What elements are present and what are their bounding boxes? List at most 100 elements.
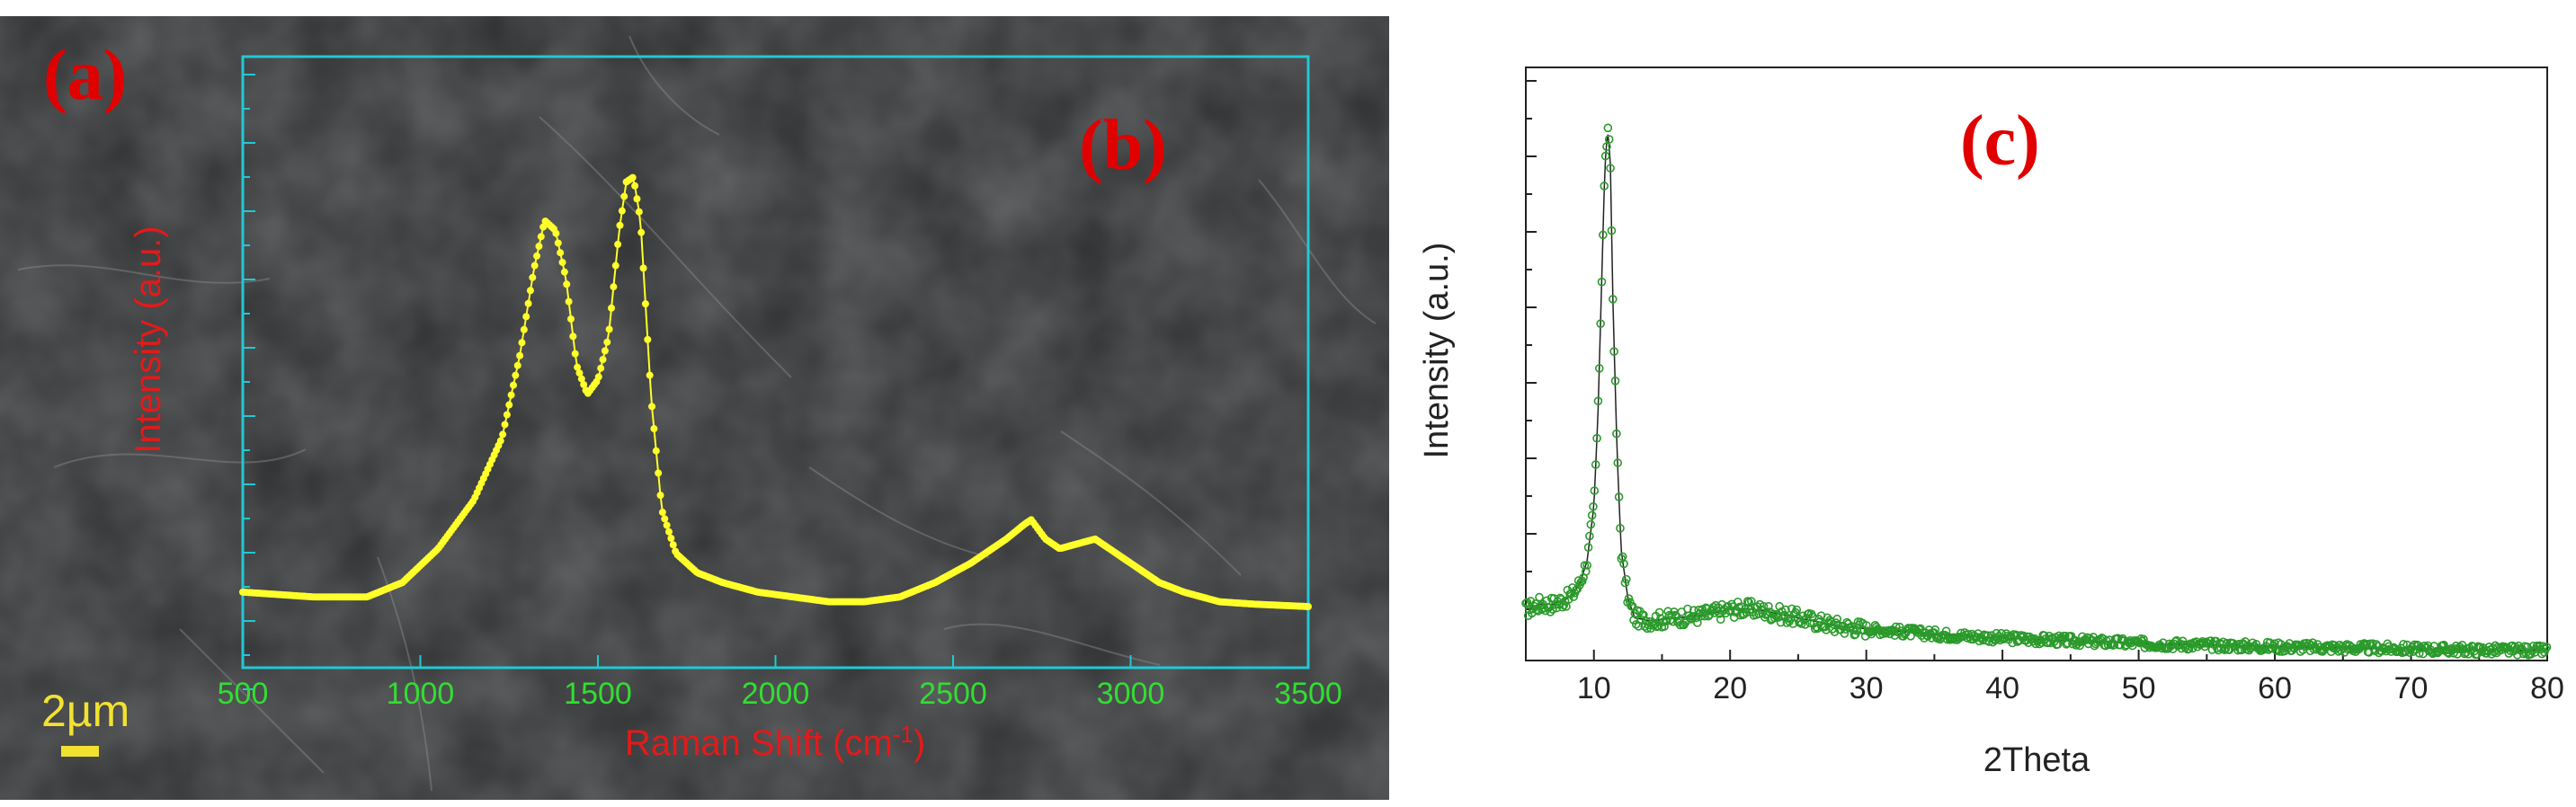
xrd-point: [1599, 230, 1608, 240]
xrd-point: [2062, 640, 2071, 649]
xrd-point: [1546, 607, 1555, 616]
xrd-point: [2399, 639, 2408, 649]
xrd-point: [1612, 429, 1621, 439]
raman-point: [509, 381, 517, 389]
raman-point: [496, 437, 504, 445]
raman-x-ticks: 500 1000 1500 2000 2500 3000 3500: [218, 655, 1342, 711]
raman-point: [599, 356, 607, 364]
raman-point: [507, 391, 515, 399]
raman-point: [537, 233, 545, 241]
xrd-point: [1631, 619, 1641, 629]
xrd-point: [1602, 142, 1611, 151]
raman-point: [501, 421, 509, 429]
xrd-point: [1600, 151, 1610, 161]
raman-x-tick-label: 2500: [919, 677, 987, 711]
xrd-x-axis-label: 2Theta: [1983, 741, 2090, 779]
xrd-point: [1747, 597, 1756, 606]
raman-point: [658, 509, 666, 517]
xrd-x-tick-label: 50: [2122, 671, 2156, 705]
raman-point: [513, 361, 521, 369]
xrd-point: [1591, 460, 1600, 469]
xrd-point: [1716, 615, 1725, 624]
raman-point: [524, 299, 532, 307]
xrd-point: [1607, 226, 1617, 235]
xrd-point: [1582, 561, 1591, 570]
xrd-y-axis-label: Intensity (a.u.): [1418, 243, 1456, 459]
xrd-point: [1603, 123, 1613, 133]
xrd-point: [2487, 650, 2497, 659]
xrd-point: [2538, 642, 2548, 651]
xrd-point: [1621, 574, 1631, 584]
raman-x-axis-label-main: Raman Shift (cm: [625, 723, 893, 763]
xrd-point: [1597, 277, 1607, 287]
xrd-point: [1614, 492, 1624, 501]
xrd-point: [1592, 433, 1601, 443]
xrd-point: [2439, 640, 2448, 650]
raman-y-axis-label: Intensity (a.u.): [129, 226, 168, 453]
xrd-point: [1660, 622, 1669, 631]
raman-point: [505, 401, 513, 409]
raman-point: [560, 268, 568, 276]
xrd-point: [1619, 559, 1628, 569]
raman-point: [663, 521, 671, 529]
raman-point: [503, 411, 511, 419]
xrd-point: [1521, 599, 1530, 608]
xrd-point: [1894, 622, 1904, 632]
xrd-x-tick-label: 70: [2394, 671, 2429, 705]
raman-point: [518, 339, 526, 347]
raman-x-tick-label: 1000: [387, 677, 455, 711]
raman-point: [522, 313, 530, 321]
raman-point: [669, 541, 677, 549]
xrd-point: [2019, 631, 2028, 641]
raman-x-tick-label: 1500: [564, 677, 632, 711]
xrd-point: [1548, 605, 1557, 614]
raman-point: [652, 447, 660, 455]
raman-point: [597, 364, 605, 372]
raman-x-tick-label: 3500: [1274, 677, 1342, 711]
xrd-point: [2513, 651, 2522, 660]
xrd-point: [2119, 636, 2129, 645]
raman-point: [631, 182, 639, 190]
xrd-point: [1596, 319, 1605, 328]
xrd-point: [1616, 524, 1625, 533]
xrd-point: [2541, 644, 2550, 653]
raman-point: [575, 369, 584, 377]
xrd-point: [1693, 618, 1702, 627]
xrd-x-tick-label: 80: [2530, 671, 2564, 705]
xrd-point: [2449, 649, 2458, 658]
xrd-point: [2542, 643, 2552, 652]
raman-point: [648, 403, 656, 411]
xrd-point: [1840, 629, 1850, 638]
xrd-point: [1576, 577, 1586, 587]
raman-point: [558, 258, 566, 266]
xrd-point: [1759, 601, 1769, 611]
raman-x-tick-label: 3000: [1097, 677, 1165, 711]
raman-point: [571, 350, 579, 358]
raman-point: [554, 239, 562, 247]
xrd-x-tick-label: 60: [2258, 671, 2292, 705]
xrd-point: [1613, 458, 1623, 467]
raman-point: [650, 425, 658, 433]
xrd-point: [2061, 631, 2070, 641]
raman-point: [644, 335, 652, 343]
raman-point: [633, 195, 641, 203]
xrd-point: [1671, 612, 1681, 621]
panel-label-a: (a): [43, 36, 127, 115]
xrd-x-tick-label: 30: [1850, 671, 1884, 705]
xrd-point: [1606, 164, 1615, 173]
panel-label-c: (c): [1960, 102, 2040, 181]
xrd-point: [1743, 597, 1752, 606]
xrd-plot-frame: [1525, 67, 2548, 661]
xrd-point: [1604, 135, 1614, 144]
xrd-point: [2207, 645, 2217, 654]
sem-image: [0, 16, 1389, 800]
raman-x-tick-label: 2000: [742, 677, 810, 711]
raman-point: [610, 283, 618, 291]
raman-point: [641, 300, 649, 308]
xrd-point: [1522, 598, 1532, 607]
xrd-point: [1590, 486, 1600, 495]
xrd-point: [1849, 625, 1858, 635]
raman-point: [530, 262, 539, 270]
xrd-point: [1594, 364, 1604, 373]
